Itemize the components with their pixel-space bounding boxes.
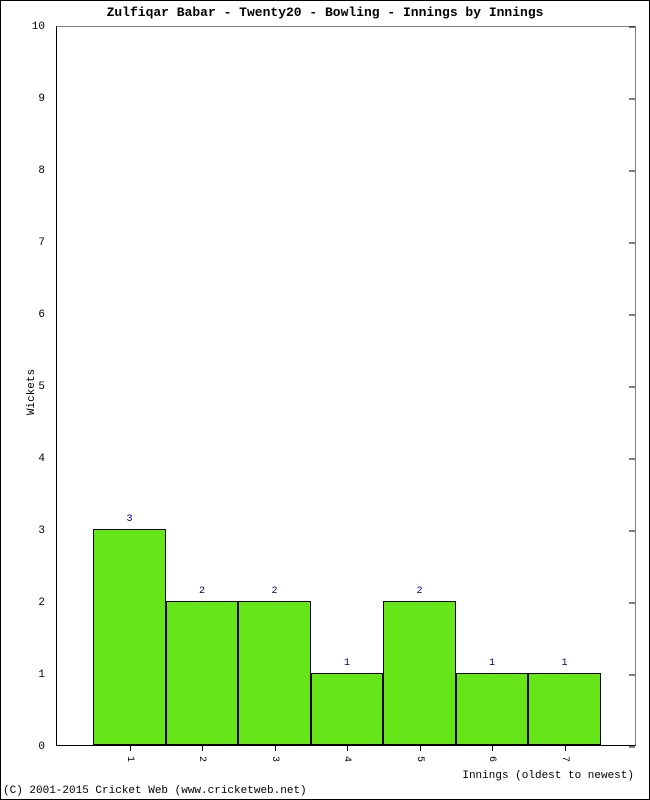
y-tick-label: 5 bbox=[38, 381, 57, 393]
x-tick-mark bbox=[202, 745, 203, 751]
bar-value-label: 2 bbox=[271, 586, 277, 597]
y-tick-mark bbox=[629, 27, 635, 28]
bar-value-label: 1 bbox=[489, 658, 495, 669]
x-tick-label: 3 bbox=[269, 756, 280, 762]
x-tick-label: 1 bbox=[124, 756, 135, 762]
chart-container: Zulfiqar Babar - Twenty20 - Bowling - In… bbox=[0, 0, 650, 800]
y-tick-mark bbox=[629, 603, 635, 604]
y-tick-label: 8 bbox=[38, 165, 57, 177]
x-tick-label: 6 bbox=[486, 756, 497, 762]
y-tick-mark bbox=[629, 747, 635, 748]
x-tick-label: 4 bbox=[341, 756, 352, 762]
x-tick-label: 2 bbox=[196, 756, 207, 762]
y-tick-label: 0 bbox=[38, 741, 57, 753]
x-tick-mark bbox=[492, 745, 493, 751]
bar bbox=[456, 673, 529, 745]
x-tick-mark bbox=[275, 745, 276, 751]
bar bbox=[528, 673, 601, 745]
footer-text: (C) 2001-2015 Cricket Web (www.cricketwe… bbox=[3, 785, 307, 797]
x-axis-label: Innings (oldest to newest) bbox=[462, 770, 634, 782]
x-tick-label: 5 bbox=[414, 756, 425, 762]
y-tick-label: 9 bbox=[38, 93, 57, 105]
y-tick-label: 4 bbox=[38, 453, 57, 465]
y-tick-mark bbox=[629, 315, 635, 316]
y-tick-label: 1 bbox=[38, 669, 57, 681]
y-tick-label: 6 bbox=[38, 309, 57, 321]
y-tick-mark bbox=[629, 99, 635, 100]
bar bbox=[383, 601, 456, 745]
y-tick-label: 3 bbox=[38, 525, 57, 537]
y-tick-mark bbox=[629, 387, 635, 388]
bar bbox=[238, 601, 311, 745]
y-axis-label: Wickets bbox=[26, 369, 38, 415]
y-tick-label: 7 bbox=[38, 237, 57, 249]
bar-value-label: 2 bbox=[416, 586, 422, 597]
bar-value-label: 3 bbox=[126, 514, 132, 525]
y-tick-mark bbox=[629, 675, 635, 676]
bar-value-label: 1 bbox=[561, 658, 567, 669]
bar bbox=[166, 601, 239, 745]
bar-value-label: 1 bbox=[344, 658, 350, 669]
y-tick-mark bbox=[629, 459, 635, 460]
chart-title: Zulfiqar Babar - Twenty20 - Bowling - In… bbox=[1, 5, 649, 20]
bar-value-label: 2 bbox=[199, 586, 205, 597]
y-tick-label: 10 bbox=[32, 21, 57, 33]
x-tick-mark bbox=[130, 745, 131, 751]
y-tick-mark bbox=[629, 243, 635, 244]
x-tick-mark bbox=[420, 745, 421, 751]
y-tick-mark bbox=[629, 171, 635, 172]
bar bbox=[93, 529, 166, 745]
y-tick-mark bbox=[629, 531, 635, 532]
bar bbox=[311, 673, 384, 745]
x-tick-mark bbox=[347, 745, 348, 751]
y-tick-label: 2 bbox=[38, 597, 57, 609]
x-tick-label: 7 bbox=[559, 756, 570, 762]
x-tick-mark bbox=[565, 745, 566, 751]
plot-area: 01234567891031222314251617 bbox=[56, 26, 636, 746]
